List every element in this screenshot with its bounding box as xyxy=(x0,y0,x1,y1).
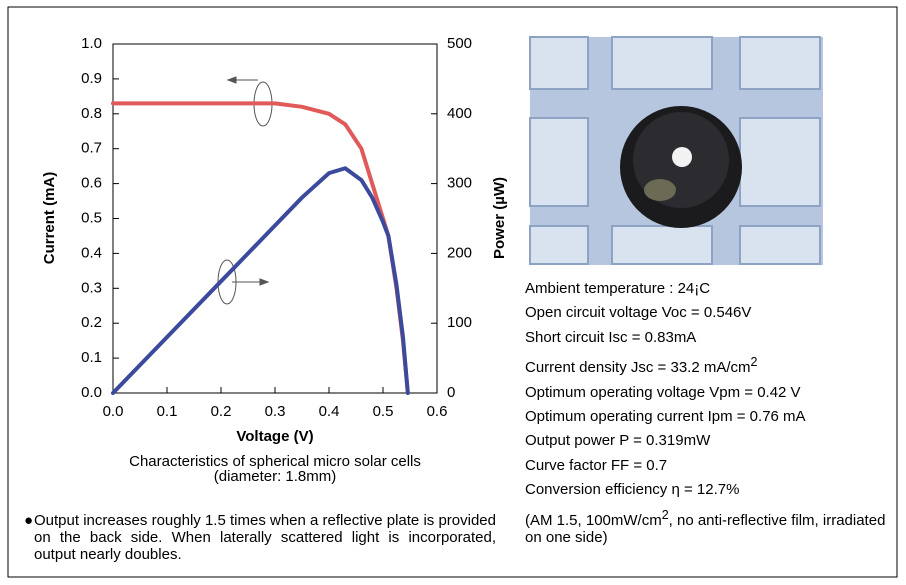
photo xyxy=(529,36,823,265)
y2-tick-label: 500 xyxy=(447,35,472,52)
y2-tick-label: 100 xyxy=(447,314,472,331)
y-tick-label: 0.2 xyxy=(81,314,102,331)
spec-text: , no anti-reflective film, irradiated on… xyxy=(525,511,886,546)
spec-item: Curve factor FF = 0.7 xyxy=(525,456,668,474)
y-tick-label: 0.0 xyxy=(81,384,102,401)
spec-item: Short circuit Isc = 0.83mA xyxy=(525,328,697,346)
spec-item: Conversion efficiency η = 12.7% xyxy=(525,481,740,499)
x-tick-label: 0.4 xyxy=(319,403,340,420)
y-tick-label: 0.8 xyxy=(81,105,102,122)
spec-sup: 2 xyxy=(661,507,669,522)
series-line xyxy=(111,166,410,395)
y2-tick-label: 200 xyxy=(447,244,472,261)
x-tick-label: 0.3 xyxy=(265,403,286,420)
spec-item: Optimum operating current Ipm = 0.76 mA xyxy=(525,408,806,426)
y-tick-label: 0.4 xyxy=(81,244,102,261)
caption-line: (diameter: 1.8mm) xyxy=(213,468,337,485)
y-tick-label: 0.7 xyxy=(81,140,102,157)
y-tick-label: 0.9 xyxy=(81,70,102,87)
note: Output increases roughly 1.5 times when … xyxy=(34,512,496,563)
x-tick-label: 0.1 xyxy=(157,403,178,420)
y-tick-label: 0.1 xyxy=(81,349,102,366)
spec-item: Output power P = 0.319mW xyxy=(525,432,711,450)
x-tick-label: 0.5 xyxy=(373,403,394,420)
spec-list: Ambient temperature : 24¡C Open circuit v… xyxy=(525,277,895,546)
y2-tick-label: 0 xyxy=(447,384,455,401)
bullet: ● xyxy=(24,512,34,529)
y2-axis-title: Power (µW) xyxy=(491,177,508,259)
y-tick-label: 0.3 xyxy=(81,279,102,296)
x-tick-label: 0.6 xyxy=(427,403,448,420)
frame xyxy=(7,6,898,578)
y-axis-title: Current (mA) xyxy=(41,172,58,265)
annotation xyxy=(217,76,273,305)
spec-text: Current density Jsc = 33.2 mA/cm xyxy=(525,359,751,377)
y-tick-label: 0.6 xyxy=(81,175,102,192)
spec-sup: 2 xyxy=(750,355,758,370)
y2-tick-label: 300 xyxy=(447,175,472,192)
caption: Characteristics of spherical micro solar… xyxy=(60,454,490,484)
y2-tick-label: 400 xyxy=(447,105,472,122)
spec-item: Current density Jsc = 33.2 mA/cm2 xyxy=(525,350,895,380)
y-tick-label: 0.5 xyxy=(81,209,102,226)
spec-item: Ambient temperature : 24¡C xyxy=(525,280,711,297)
y-tick-label: 1.0 xyxy=(81,35,102,52)
spec-item: Optimum operating voltage Vpm = 0.42 V xyxy=(525,383,801,401)
spec-text: (AM 1.5, 100mW/cm xyxy=(525,511,662,529)
spec-item: (AM 1.5, 100mW/cm2, no anti-reflective f… xyxy=(525,507,895,546)
caption-line: Characteristics of spherical micro solar… xyxy=(129,453,421,470)
spec-item: Open circuit voltage Voc = 0.546V xyxy=(525,304,752,322)
x-axis-title: Voltage (V) xyxy=(236,428,313,445)
x-tick-label: 0.2 xyxy=(211,403,232,420)
x-tick-label: 0.0 xyxy=(103,403,124,420)
